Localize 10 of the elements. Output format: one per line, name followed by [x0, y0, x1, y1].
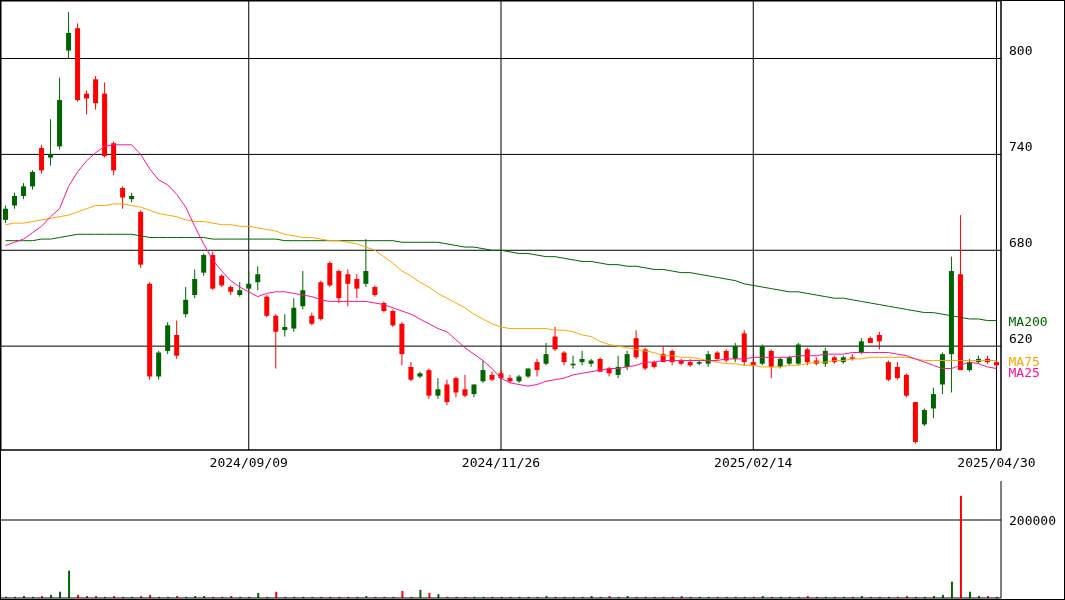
- series-label: MA200: [1008, 313, 1048, 329]
- x-tick-label: 2025/02/14: [714, 455, 793, 471]
- y-tick-label: 620: [1009, 330, 1033, 346]
- y-tick-label: 680: [1009, 234, 1033, 250]
- x-tick-label: 2025/04/30: [957, 455, 1036, 471]
- y-tick-label: 800: [1009, 43, 1033, 59]
- y-tick-label: 200000: [1009, 512, 1056, 528]
- y-tick-label: 740: [1009, 139, 1033, 155]
- x-tick-label: 2024/11/26: [461, 455, 541, 471]
- x-tick-label: 2024/09/09: [209, 455, 288, 471]
